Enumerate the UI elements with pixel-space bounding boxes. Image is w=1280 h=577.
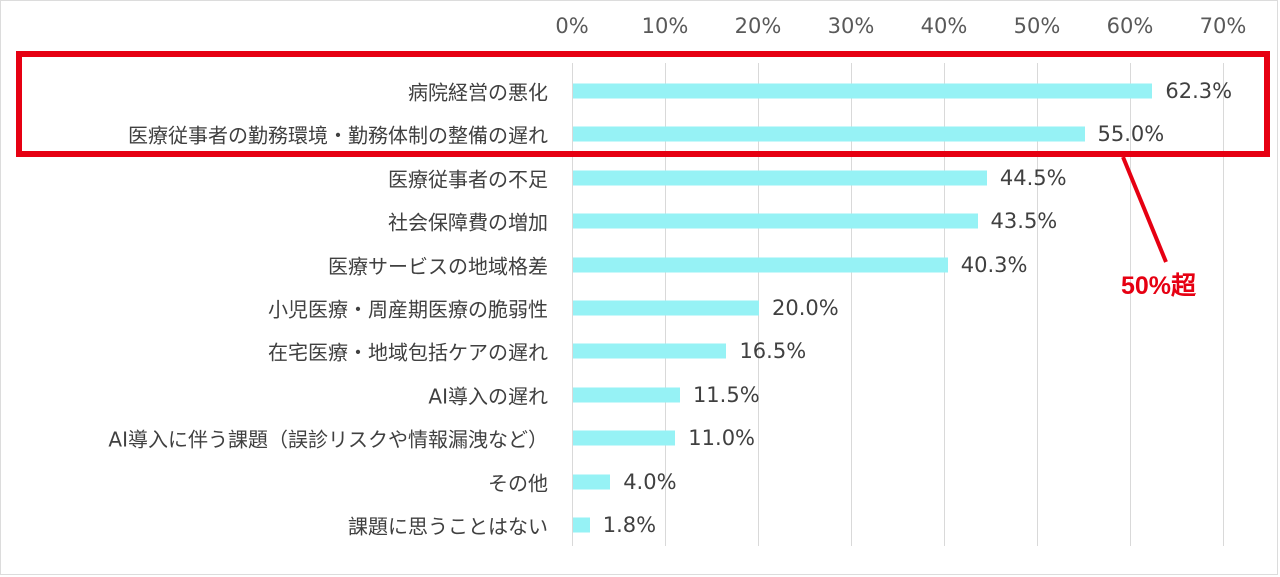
bar <box>573 170 987 186</box>
x-tick-label: 0% <box>555 14 589 38</box>
x-tick-label: 60% <box>1106 14 1154 38</box>
gridline <box>1037 63 1038 546</box>
bar <box>573 257 948 273</box>
value-label: 44.5% <box>999 165 1067 190</box>
value-label: 11.5% <box>692 382 760 407</box>
value-label: 40.3% <box>960 252 1028 277</box>
value-label: 62.3% <box>1165 79 1233 103</box>
bar <box>573 387 680 403</box>
value-label: 16.5% <box>739 339 807 364</box>
x-tick-label: 10% <box>641 14 689 38</box>
gridline <box>851 63 852 546</box>
bar <box>573 213 978 229</box>
value-label: 4.0% <box>623 469 677 494</box>
value-label: 43.5% <box>990 209 1058 234</box>
highlight-box <box>16 51 1270 157</box>
category-label: 在宅医療・地域包括ケアの遅れ <box>268 340 548 365</box>
category-label: 課題に思うことはない <box>348 514 548 539</box>
bar <box>573 430 676 446</box>
value-label: 55.0% <box>1097 122 1165 147</box>
category-label: 社会保障費の増加 <box>388 210 548 235</box>
bar <box>573 474 611 490</box>
gridline <box>944 63 945 546</box>
category-label: 医療サービスの地域格差 <box>328 254 548 279</box>
gridline <box>1130 63 1131 546</box>
bar <box>573 517 590 533</box>
category-label: 医療従事者の不足 <box>388 167 548 192</box>
category-label: AI導入に伴う課題（誤診リスクや情報漏洩など） <box>108 427 548 452</box>
y-axis-line <box>572 63 573 546</box>
bar <box>573 126 1085 142</box>
value-label: 1.8% <box>602 513 657 537</box>
x-tick-label: 20% <box>734 14 782 38</box>
x-tick-label: 50% <box>1013 14 1061 38</box>
bar <box>573 300 759 316</box>
x-tick-label: 70% <box>1199 14 1247 38</box>
category-label: その他 <box>488 471 548 496</box>
category-label: 医療従事者の勤務環境・勤務体制の整備の遅れ <box>128 123 548 148</box>
category-label: 小児医療・周産期医療の脆弱性 <box>268 297 548 322</box>
category-label: 病院経営の悪化 <box>408 80 548 105</box>
bar <box>573 83 1153 99</box>
value-label: 20.0% <box>772 296 839 320</box>
category-label: AI導入の遅れ <box>428 384 548 409</box>
callout-label: 50%超 <box>1121 272 1197 300</box>
bar <box>573 343 727 359</box>
value-label: 11.0% <box>688 426 756 451</box>
x-tick-label: 40% <box>920 14 968 38</box>
gridline <box>1223 63 1224 546</box>
x-tick-label: 30% <box>827 14 875 38</box>
